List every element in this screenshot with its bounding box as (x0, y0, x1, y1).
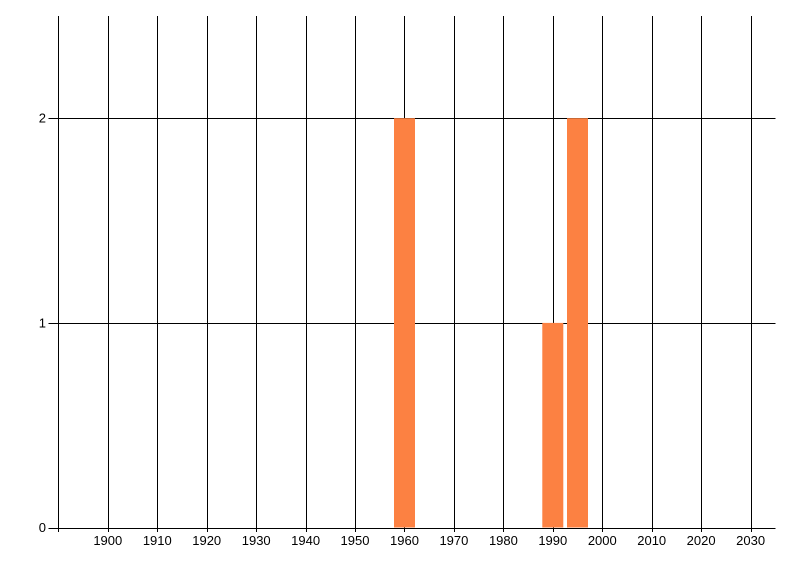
x-tick-label: 2030 (736, 533, 765, 548)
x-tick-label: 1970 (439, 533, 468, 548)
x-tick-label: 1960 (390, 533, 419, 548)
x-tick-label: 1950 (341, 533, 370, 548)
x-tick-label: 1930 (242, 533, 271, 548)
y-tick-label: 0 (39, 520, 46, 535)
x-tick-label: 1920 (192, 533, 221, 548)
bar (542, 322, 564, 528)
y-tick-label: 2 (39, 111, 46, 126)
x-tick-label: 1900 (93, 533, 122, 548)
bar (394, 118, 415, 528)
bar (567, 118, 588, 528)
x-tick-label: 1990 (538, 533, 567, 548)
x-tick-label: 2010 (637, 533, 666, 548)
y-tick-label: 1 (39, 315, 46, 330)
x-tick-label: 1940 (291, 533, 320, 548)
x-tick-label: 2020 (687, 533, 716, 548)
x-tick-label: 2000 (588, 533, 617, 548)
x-tick-label: 1910 (143, 533, 172, 548)
x-tick-label: 1980 (489, 533, 518, 548)
